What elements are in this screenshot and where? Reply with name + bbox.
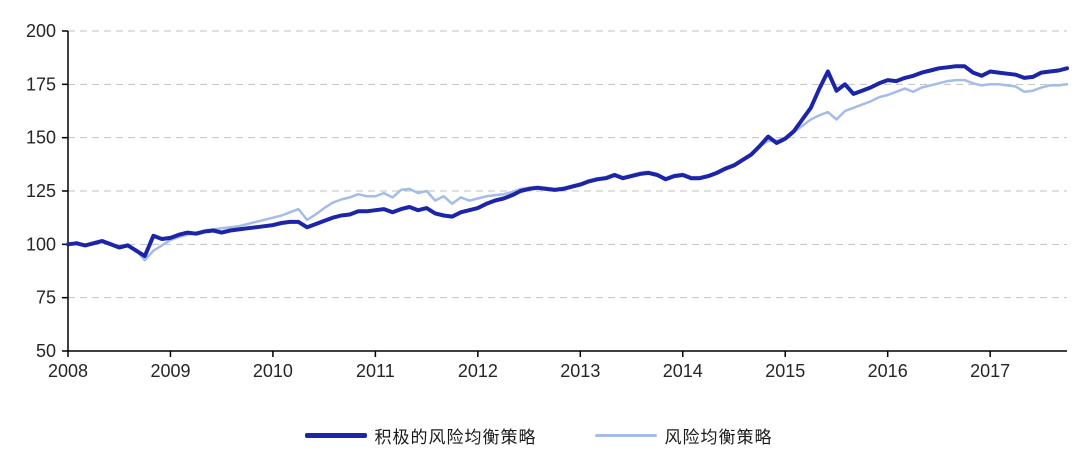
y-axis-tick-label-200: 200 <box>26 21 56 41</box>
legend-label-active-risk-parity: 积极的风险均衡策略 <box>374 427 537 447</box>
y-axis-tick-label-100: 100 <box>26 234 56 254</box>
y-axis-tick-label-50: 50 <box>36 341 56 361</box>
x-axis-tick-label-2010: 2010 <box>253 361 293 381</box>
x-axis-tick-label-2014: 2014 <box>663 361 703 381</box>
legend-line-swatch-dark <box>304 432 367 438</box>
legend-item-active-risk-parity: 积极的风险均衡策略 <box>304 423 537 448</box>
y-axis-tick-label-175: 175 <box>26 74 56 94</box>
x-axis-tick-label-2012: 2012 <box>458 361 498 381</box>
legend-line-swatch-light <box>594 433 657 437</box>
y-axis-tick-label-125: 125 <box>26 181 56 201</box>
x-axis-tick-label-2015: 2015 <box>765 361 805 381</box>
y-axis-tick-label-75: 75 <box>36 288 56 308</box>
chart-canvas: 50 75 100 125 150 175 200 2008 2009 2010 2011 2012 2… <box>26 21 1069 381</box>
legend-item-risk-parity: 风险均衡策略 <box>594 423 773 448</box>
x-axis-tick-label-2009: 2009 <box>150 361 190 381</box>
chart-legend: 积极的风险均衡策略 风险均衡策略 <box>0 418 1077 452</box>
x-axis-tick-label-2017: 2017 <box>970 361 1010 381</box>
y-axis-tick-label-150: 150 <box>26 128 56 148</box>
x-axis-tick-label-2013: 2013 <box>560 361 600 381</box>
x-axis-tick-label-2011: 2011 <box>356 361 395 381</box>
x-axis-tick-label-2016: 2016 <box>868 361 908 381</box>
series-line-active-risk-parity <box>66 64 1069 259</box>
legend-label-risk-parity: 风险均衡策略 <box>664 427 773 447</box>
x-axis-tick-label-2008: 2008 <box>48 361 88 381</box>
